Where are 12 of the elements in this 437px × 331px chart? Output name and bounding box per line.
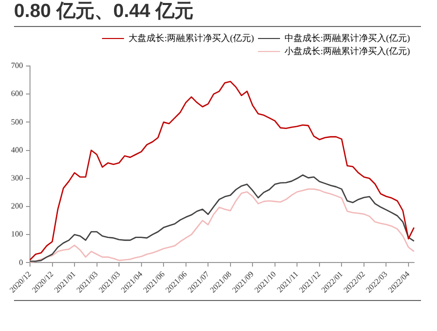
y-tick-label: 700	[11, 61, 23, 70]
y-tick-label: 500	[11, 117, 23, 126]
y-tick-label: 600	[11, 89, 23, 98]
y-tick-label: 400	[11, 145, 23, 154]
y-tick-label: 200	[11, 202, 23, 211]
chart-title: 0.80 亿元、0.44 亿元	[14, 0, 421, 27]
legend-label: 大盘成长:两融累计净买入(亿元)	[128, 32, 254, 43]
legend-label: 小盘成长:两融累计净买入(亿元)	[284, 46, 410, 56]
y-tick-label: 0	[19, 258, 23, 267]
legend-label: 中盘成长:两融累计净买入(亿元)	[284, 32, 410, 43]
y-tick-label: 300	[11, 173, 23, 182]
y-tick-label: 100	[11, 230, 23, 239]
